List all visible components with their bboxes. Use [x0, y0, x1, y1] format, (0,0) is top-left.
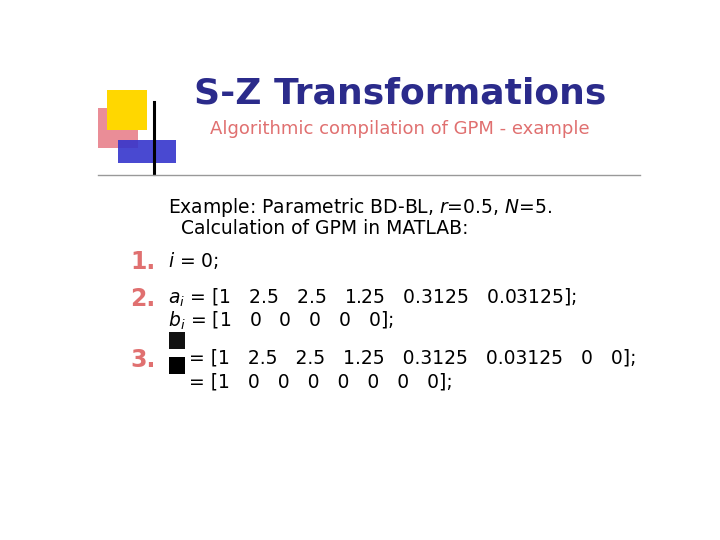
- Text: = [1   2.5   2.5   1.25   0.3125   0.03125   0   0];: = [1 2.5 2.5 1.25 0.3125 0.03125 0 0];: [189, 348, 636, 367]
- Bar: [169, 332, 184, 349]
- Bar: [169, 356, 184, 374]
- Bar: [107, 90, 148, 130]
- Text: 3.: 3.: [130, 348, 156, 372]
- Text: $\it{i}$ = 0;: $\it{i}$ = 0;: [168, 249, 218, 271]
- Text: $\mathbf{\it{b}}$$_{\mathbf{\it{i}}}$ = [1   0   0   0   0   0];: $\mathbf{\it{b}}$$_{\mathbf{\it{i}}}$ = …: [168, 309, 393, 332]
- Text: = [1   0   0   0   0   0   0   0];: = [1 0 0 0 0 0 0 0];: [189, 373, 453, 392]
- Text: S-Z Transformations: S-Z Transformations: [194, 76, 606, 110]
- Text: $\mathbf{\it{a}}$$_{\mathbf{\it{i}}}$ = [1   2.5   2.5   1.25   0.3125   0.03125: $\mathbf{\it{a}}$$_{\mathbf{\it{i}}}$ = …: [168, 287, 577, 309]
- Text: Example: Parametric BD-BL, $\it{r}$=0.5, $\it{N}$=5.: Example: Parametric BD-BL, $\it{r}$=0.5,…: [168, 195, 552, 219]
- Text: 2.: 2.: [130, 287, 156, 310]
- Text: Calculation of GPM in MATLAB:: Calculation of GPM in MATLAB:: [181, 219, 469, 238]
- Text: Algorithmic compilation of GPM - example: Algorithmic compilation of GPM - example: [210, 120, 590, 138]
- Bar: [118, 140, 176, 164]
- Text: 1.: 1.: [130, 249, 156, 274]
- Bar: [98, 108, 138, 148]
